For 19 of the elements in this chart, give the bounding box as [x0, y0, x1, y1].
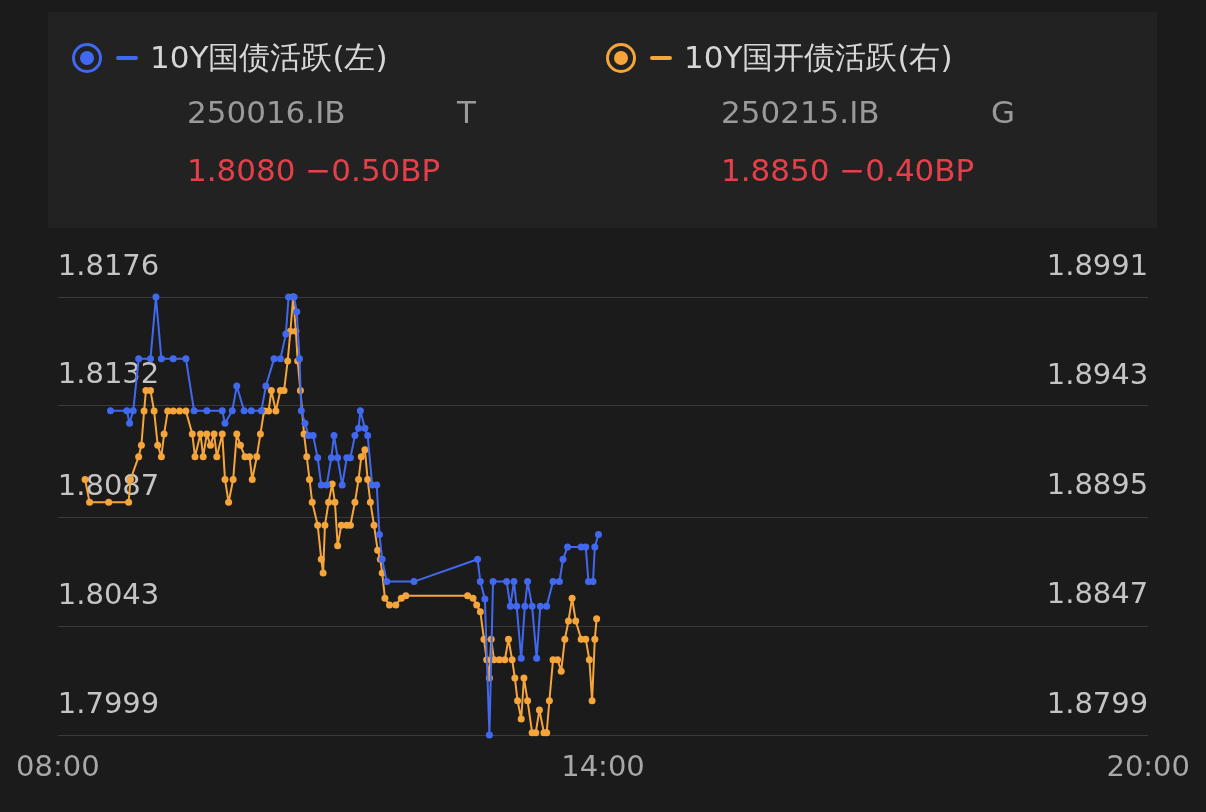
x-tick-label: 14:00	[561, 748, 645, 783]
y2-tick-label: 1.8847	[1046, 576, 1149, 611]
text: 250215.IB	[721, 93, 881, 132]
y2-tick-label: 1.8895	[1046, 466, 1149, 501]
text: G	[991, 93, 1016, 132]
text: 1.8080 −0.50BP	[187, 151, 442, 190]
y2-tick-label: 1.8991	[1046, 247, 1149, 282]
legend-label: 10Y国债活跃(左)	[150, 38, 388, 77]
y-tick-label: 1.8176	[57, 247, 160, 282]
text: 1.8850 −0.40BP	[721, 151, 976, 190]
y2-tick-label: 1.8799	[1046, 685, 1149, 720]
legend-label: 10Y国开债活跃(右)	[684, 38, 953, 77]
y-tick-label: 1.8043	[57, 576, 160, 611]
x-tick-label: 20:00	[1106, 748, 1190, 783]
x-tick-label: 08:00	[16, 748, 100, 783]
y-tick-label: 1.7999	[57, 685, 160, 720]
text: 250016.IB	[187, 93, 347, 132]
y2-tick-label: 1.8943	[1046, 357, 1149, 392]
text: T	[457, 93, 476, 132]
